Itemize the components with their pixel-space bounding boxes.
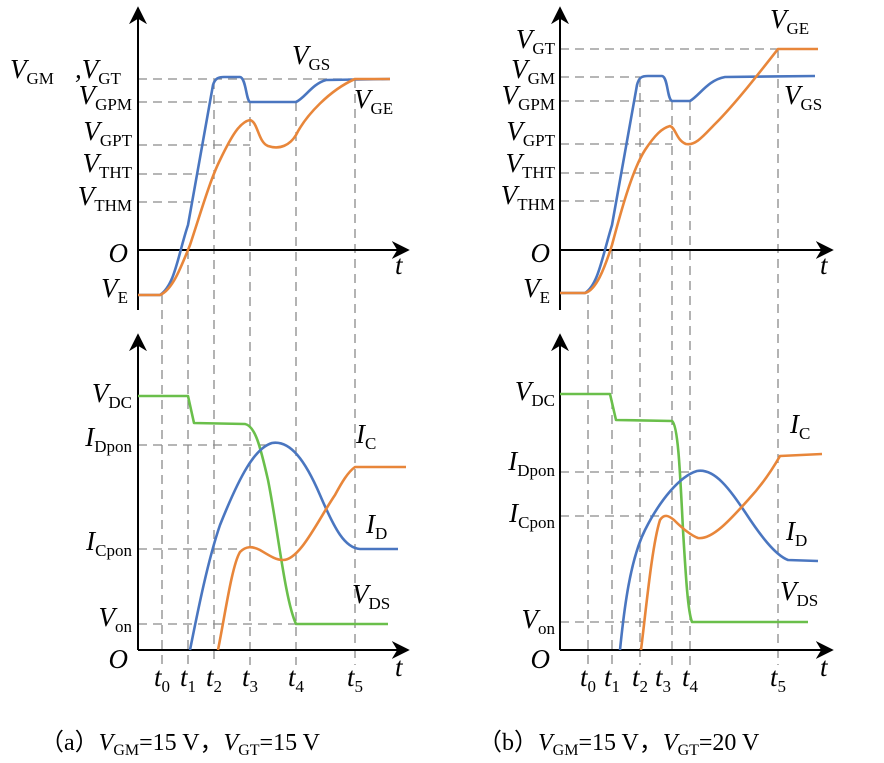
panel-b-label-vgpt: VGPT xyxy=(506,116,555,150)
panel-a-label-icpon: ICpon xyxy=(85,526,132,560)
panel-a-id-curve xyxy=(188,441,398,651)
panel-a-time-label-t5: t5 xyxy=(347,662,363,696)
panel-b-label-vgt: VGT xyxy=(516,24,556,58)
panel-a-label-vgpm: VGPM xyxy=(79,80,132,114)
panel-b-time-label-t4: t4 xyxy=(682,662,699,696)
panel-a-label-vgs-curve: VGS xyxy=(292,40,330,74)
panel-b-time-label-t1: t1 xyxy=(604,662,620,696)
panel-a-label-vtht: VTHT xyxy=(82,148,132,182)
panel-b-bottom-t-axis-label: t xyxy=(820,652,829,682)
panel-b-time-label-t2: t2 xyxy=(632,662,648,696)
panel-b-ic-curve xyxy=(639,452,823,651)
panel-a-label-origin-bottom: O xyxy=(109,644,129,674)
panel-b-label-vtht: VTHT xyxy=(505,148,555,182)
panel-a-label-ve: VE xyxy=(101,273,128,307)
panel-a-label-von: Von xyxy=(99,602,133,636)
panel-b-vgs-curve xyxy=(560,74,816,295)
panel-a xyxy=(129,6,410,665)
panel-a-bottom-t-axis-label: t xyxy=(395,652,404,682)
panel-b-bottom-gridlines xyxy=(560,471,694,623)
panel-a-time-label-t1: t1 xyxy=(180,662,196,696)
panel-a-time-label-t2: t2 xyxy=(206,662,222,696)
panel-b-label-vgs-curve: VGS xyxy=(784,80,822,114)
panel-a-vds-curve xyxy=(138,394,388,626)
panel-a-time-label-t4: t4 xyxy=(288,662,305,696)
panel-b-time-label-t0: t0 xyxy=(580,662,596,696)
panel-a-top-t-axis-label: t xyxy=(395,250,404,280)
panel-b-vds-curve xyxy=(560,392,808,624)
panel-b xyxy=(551,6,834,665)
panel-a-bottom-gridlines xyxy=(138,444,296,625)
panel-b-time-label-t5: t5 xyxy=(770,662,786,696)
text-layer: VGM ,VGTVGPMVGPTVTHTVTHMOVEVGSVGEtVDCIDpo… xyxy=(10,4,829,759)
panel-a-label-origin-top: O xyxy=(109,238,129,268)
panel-b-label-vds-curve: VDS xyxy=(780,576,818,610)
panel-b-top-t-axis-label: t xyxy=(820,250,829,280)
panel-b-label-id-curve: ID xyxy=(785,516,807,550)
panel-b-label-vthm: VTHM xyxy=(501,180,555,214)
panel-b-label-vgm: VGM xyxy=(511,54,555,88)
panel-a-label-idpon: IDpon xyxy=(84,422,132,456)
panel-b-id-curve xyxy=(618,469,819,651)
panel-a-time-label-t0: t0 xyxy=(154,662,170,696)
panel-a-label-vgm: VGM xyxy=(10,54,54,88)
panel-a-label-ic-curve: IC xyxy=(355,419,376,453)
panel-b-label-origin-top: O xyxy=(531,238,551,268)
panel-a-time-label-t3: t3 xyxy=(242,662,258,696)
panel-b-time-label-t3: t3 xyxy=(655,662,671,696)
panel-a-label-vdc: VDC xyxy=(92,378,132,412)
panel-a-label-vthm: VTHM xyxy=(78,181,132,215)
panel-b-top-gridlines xyxy=(560,48,779,665)
panel-b-label-origin-bottom: O xyxy=(531,644,551,674)
panel-b-label-von: Von xyxy=(522,604,556,638)
panel-b-label-vgpm: VGPM xyxy=(502,80,555,114)
panel-a-vgs-curve xyxy=(138,75,391,297)
panel-b-label-vdc: VDC xyxy=(515,376,555,410)
panel-a-label-vgpt: VGPT xyxy=(83,116,132,150)
panel-a-vge-curve xyxy=(138,77,390,297)
panel-a-label-vge-curve: VGE xyxy=(354,84,393,118)
panel-b-vge-curve xyxy=(560,47,818,295)
panel-b-label-vge-curve: VGE xyxy=(770,4,809,38)
panel-b-label-ve: VE xyxy=(523,273,550,307)
panel-a-label-vds-curve: VDS xyxy=(352,579,390,613)
panel-a-ic-curve xyxy=(216,465,406,651)
panel-a-top-gridlines xyxy=(138,78,356,665)
panel-a-label-vgt: ,VGT xyxy=(75,54,122,88)
panel-a-caption: （a）VGM=15 V，VGT=15 V xyxy=(40,730,321,759)
panel-b-label-icpon: ICpon xyxy=(508,498,555,532)
panel-b-label-idpon: IDpon xyxy=(507,446,555,480)
panel-a-label-id-curve: ID xyxy=(365,509,387,543)
panel-b-caption: （b）VGM=15 V，VGT=20 V xyxy=(478,730,760,759)
panel-b-label-ic-curve: IC xyxy=(789,409,810,443)
